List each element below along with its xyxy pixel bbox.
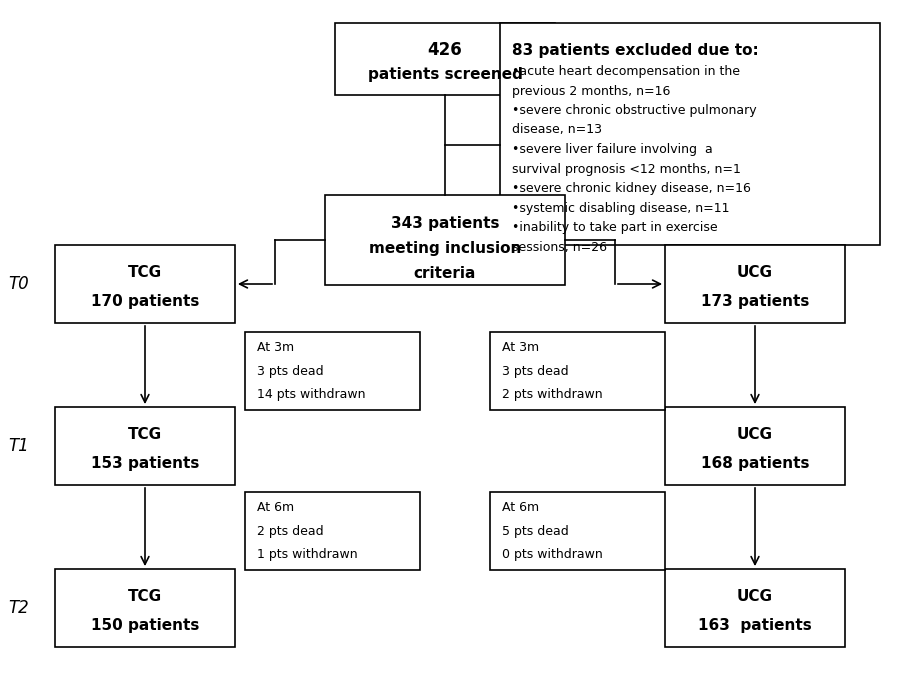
Bar bbox=[325, 195, 565, 285]
Text: 3 pts dead: 3 pts dead bbox=[502, 364, 569, 377]
Text: criteria: criteria bbox=[414, 266, 476, 281]
Bar bbox=[335, 23, 555, 95]
Bar bbox=[490, 492, 665, 570]
Bar bbox=[665, 407, 845, 485]
Bar bbox=[665, 569, 845, 647]
Text: TCG: TCG bbox=[128, 589, 162, 604]
Text: At 3m: At 3m bbox=[502, 341, 539, 354]
Bar bbox=[55, 245, 235, 323]
Bar bbox=[55, 407, 235, 485]
Text: 1 pts withdrawn: 1 pts withdrawn bbox=[257, 548, 357, 561]
Text: TCG: TCG bbox=[128, 265, 162, 280]
Text: 2 pts dead: 2 pts dead bbox=[257, 524, 324, 537]
Text: survival prognosis <12 months, n=1: survival prognosis <12 months, n=1 bbox=[512, 163, 741, 176]
Text: sessions, n=26: sessions, n=26 bbox=[512, 240, 607, 254]
Text: 83 patients excluded due to:: 83 patients excluded due to: bbox=[512, 43, 759, 58]
Text: At 6m: At 6m bbox=[257, 501, 294, 514]
Text: 0 pts withdrawn: 0 pts withdrawn bbox=[502, 548, 603, 561]
Text: 163  patients: 163 patients bbox=[698, 618, 812, 632]
Text: UCG: UCG bbox=[737, 265, 773, 280]
Text: 343 patients: 343 patients bbox=[391, 216, 500, 232]
Bar bbox=[245, 492, 420, 570]
Text: •severe liver failure involving  a: •severe liver failure involving a bbox=[512, 143, 713, 156]
Text: T2: T2 bbox=[8, 599, 29, 617]
Text: •systemic disabling disease, n=11: •systemic disabling disease, n=11 bbox=[512, 202, 730, 215]
Text: 3 pts dead: 3 pts dead bbox=[257, 364, 324, 377]
Bar bbox=[500, 23, 880, 245]
Text: 14 pts withdrawn: 14 pts withdrawn bbox=[257, 388, 365, 401]
Text: •acute heart decompensation in the: •acute heart decompensation in the bbox=[512, 65, 740, 78]
Text: 170 patients: 170 patients bbox=[91, 294, 199, 308]
Bar bbox=[490, 332, 665, 410]
Text: 5 pts dead: 5 pts dead bbox=[502, 524, 569, 537]
Text: meeting inclusion: meeting inclusion bbox=[369, 242, 521, 256]
Text: UCG: UCG bbox=[737, 589, 773, 604]
Text: 150 patients: 150 patients bbox=[91, 618, 199, 632]
Text: •severe chronic obstructive pulmonary: •severe chronic obstructive pulmonary bbox=[512, 104, 757, 117]
Text: 153 patients: 153 patients bbox=[91, 456, 199, 470]
Text: TCG: TCG bbox=[128, 427, 162, 442]
Text: 173 patients: 173 patients bbox=[701, 294, 809, 308]
Text: 168 patients: 168 patients bbox=[701, 456, 809, 470]
Bar bbox=[245, 332, 420, 410]
Text: •severe chronic kidney disease, n=16: •severe chronic kidney disease, n=16 bbox=[512, 182, 751, 195]
Text: 2 pts withdrawn: 2 pts withdrawn bbox=[502, 388, 603, 401]
Bar bbox=[55, 569, 235, 647]
Text: previous 2 months, n=16: previous 2 months, n=16 bbox=[512, 84, 670, 97]
Bar bbox=[665, 245, 845, 323]
Text: disease, n=13: disease, n=13 bbox=[512, 124, 602, 136]
Text: 426: 426 bbox=[428, 41, 463, 59]
Text: UCG: UCG bbox=[737, 427, 773, 442]
Text: patients screened: patients screened bbox=[367, 68, 522, 82]
Text: At 3m: At 3m bbox=[257, 341, 294, 354]
Text: T1: T1 bbox=[8, 437, 29, 455]
Text: •inability to take part in exercise: •inability to take part in exercise bbox=[512, 221, 717, 234]
Text: At 6m: At 6m bbox=[502, 501, 539, 514]
Text: T0: T0 bbox=[8, 275, 29, 293]
